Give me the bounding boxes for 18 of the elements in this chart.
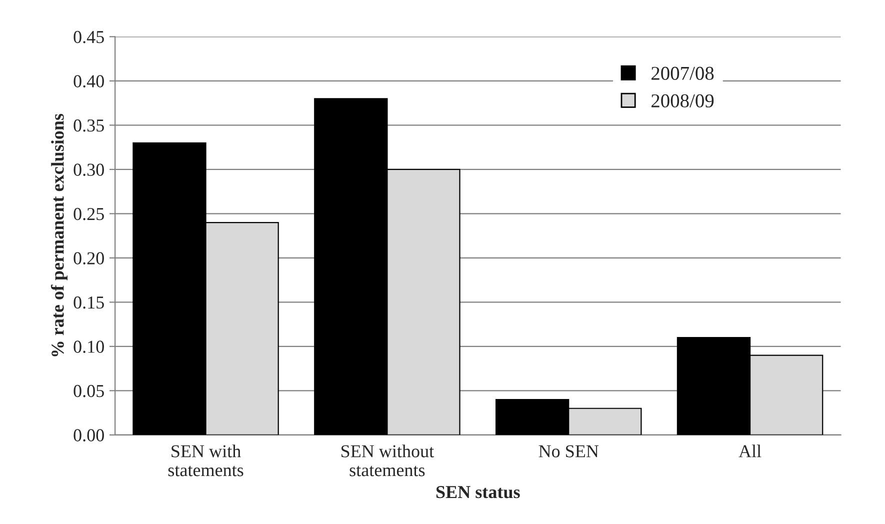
y-tick-label: 0.35: [74, 119, 104, 132]
x-tick-label: All: [738, 444, 762, 458]
x-tick-label: SEN without statements: [342, 444, 434, 476]
x-tick-label: SEN with statements: [168, 444, 244, 476]
y-tick-label: 0.10: [74, 340, 104, 353]
y-tick-label: 0.05: [74, 384, 104, 398]
y-tick-label: 0.40: [74, 75, 104, 88]
y-tick-label: 0.20: [74, 252, 104, 264]
y-tick-label: 0.25: [74, 208, 104, 220]
y-tick-label: 0.45: [74, 30, 104, 44]
legend-label: 2007/08: [652, 66, 714, 80]
y-tick-label: 0.15: [74, 296, 104, 309]
x-axis-title: SEN status: [436, 486, 520, 498]
y-tick-label: 0.30: [74, 164, 104, 176]
legend-label: 2008/09: [652, 94, 714, 108]
y-tick-label: 0.00: [74, 429, 104, 442]
x-tick-label: No SEN: [538, 445, 599, 458]
y-axis-title: % rate of permanent exclusions: [50, 114, 68, 356]
